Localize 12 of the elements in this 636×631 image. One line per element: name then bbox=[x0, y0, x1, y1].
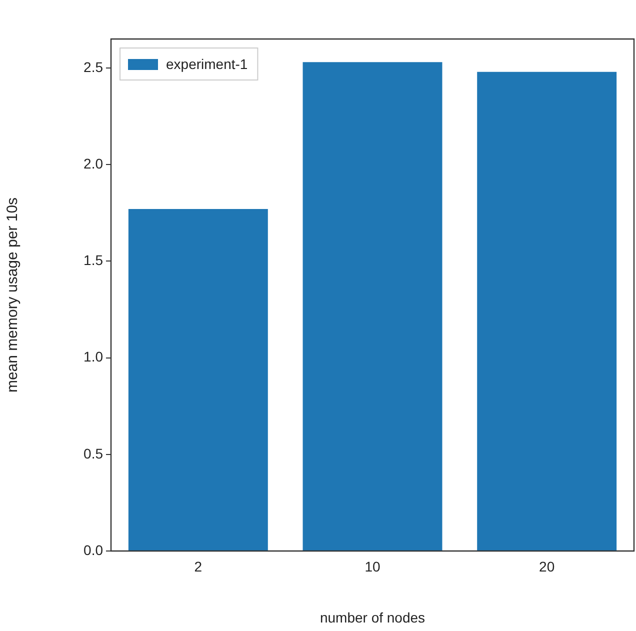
legend-label: experiment-1 bbox=[166, 56, 248, 72]
y-axis-title: mean memory usage per 10s bbox=[4, 197, 22, 393]
y-tick-label: 2.0 bbox=[84, 155, 104, 172]
x-tick-label: 2 bbox=[194, 558, 202, 574]
y-tick-label: 1.5 bbox=[84, 252, 104, 268]
y-tick-label: 2.5 bbox=[84, 58, 104, 75]
x-tick-label: 20 bbox=[539, 558, 555, 574]
x-axis-title: number of nodes bbox=[320, 609, 426, 626]
y-tick-label: 0.0 bbox=[84, 542, 104, 558]
y-tick-label: 0.5 bbox=[84, 445, 104, 462]
y-tick-label: 1.0 bbox=[84, 348, 104, 365]
x-tick-label: 10 bbox=[364, 558, 380, 574]
